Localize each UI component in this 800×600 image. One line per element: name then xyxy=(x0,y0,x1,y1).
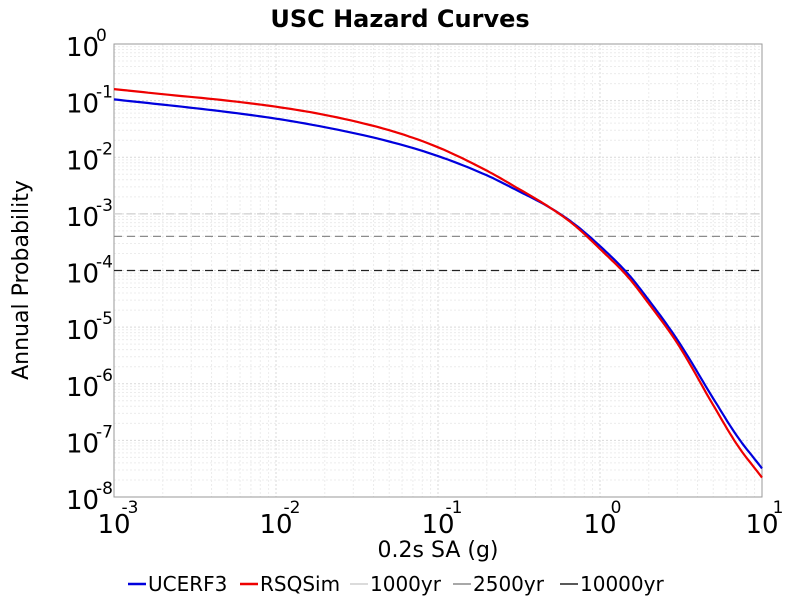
y-tick-label: 10-4 xyxy=(66,253,113,290)
y-tick-label: 10-3 xyxy=(66,196,113,233)
x-tick-label: 100 xyxy=(583,498,621,540)
legend-label: UCERF3 xyxy=(148,572,227,596)
legend-item-10000yr: 10000yr xyxy=(560,572,664,596)
y-tick-label-base: 10 xyxy=(66,373,99,403)
legend-label: 10000yr xyxy=(580,572,664,596)
x-tick-label: 10-3 xyxy=(97,498,138,540)
x-tick-label-base: 10 xyxy=(583,510,616,540)
y-tick-label-exponent: -8 xyxy=(96,479,113,499)
x-tick-label-exponent: -3 xyxy=(122,498,139,518)
y-tick-label-base: 10 xyxy=(66,90,99,120)
legend-label: RSQSim xyxy=(260,572,340,596)
chart-title: USC Hazard Curves xyxy=(270,5,529,33)
legend-label: 1000yr xyxy=(370,572,442,596)
y-tick-label: 10-8 xyxy=(66,479,113,516)
legend-item-rsqsim: RSQSim xyxy=(240,572,340,596)
y-tick-label-base: 10 xyxy=(66,260,99,290)
legend-item-ucerf3: UCERF3 xyxy=(128,572,227,596)
x-axis-label: 0.2s SA (g) xyxy=(378,538,499,563)
x-tick-label-base: 10 xyxy=(745,510,778,540)
x-tick-label: 101 xyxy=(745,498,783,540)
y-tick-label-exponent: 0 xyxy=(96,26,107,46)
legend-label: 2500yr xyxy=(473,572,545,596)
y-tick-label-exponent: -5 xyxy=(96,309,113,329)
y-tick-label-base: 10 xyxy=(66,146,99,176)
y-tick-label: 100 xyxy=(66,26,107,63)
x-tick-label-exponent: -2 xyxy=(284,498,301,518)
x-tick-label-base: 10 xyxy=(97,510,130,540)
legend-item-1000yr: 1000yr xyxy=(350,572,442,596)
series-rsqsim-line xyxy=(113,88,763,479)
y-tick-label: 10-6 xyxy=(66,366,113,403)
x-tick-label-base: 10 xyxy=(259,510,292,540)
x-tick-label-base: 10 xyxy=(421,510,454,540)
x-tick-label-exponent: 1 xyxy=(773,498,784,518)
y-tick-label-exponent: -1 xyxy=(96,83,113,103)
x-tick-label: 10-2 xyxy=(259,498,300,540)
y-tick-label-base: 10 xyxy=(66,316,99,346)
legend: UCERF3 RSQSim 1000yr 2500yr 10000yr xyxy=(128,572,664,596)
y-tick-label: 10-5 xyxy=(66,309,113,346)
legend-item-2500yr: 2500yr xyxy=(453,572,545,596)
y-tick-label-exponent: -7 xyxy=(96,422,113,442)
y-tick-label-exponent: -2 xyxy=(96,139,113,159)
series-layer xyxy=(113,88,763,479)
y-axis-label: Annual Probability xyxy=(9,180,34,380)
x-tick-label-exponent: -1 xyxy=(446,498,463,518)
x-tick-label-exponent: 0 xyxy=(611,498,622,518)
y-tick-label: 10-7 xyxy=(66,422,113,459)
x-tick-label: 10-1 xyxy=(421,498,462,540)
y-tick-label: 10-2 xyxy=(66,139,113,176)
y-tick-label-base: 10 xyxy=(66,429,99,459)
y-tick-label: 10-1 xyxy=(66,83,113,120)
y-tick-label-exponent: -4 xyxy=(96,253,113,273)
y-tick-label-base: 10 xyxy=(66,33,99,63)
y-tick-label-base: 10 xyxy=(66,486,99,516)
y-tick-label-base: 10 xyxy=(66,203,99,233)
y-tick-label-exponent: -6 xyxy=(96,366,113,386)
y-tick-label-exponent: -3 xyxy=(96,196,113,216)
